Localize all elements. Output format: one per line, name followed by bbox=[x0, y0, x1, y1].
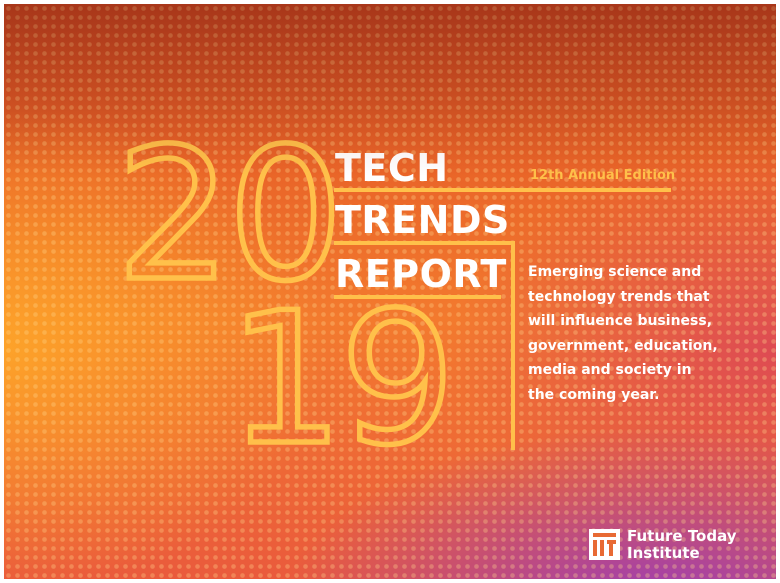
report-cover: 20 19 TECH TRENDS REPORT 12th Annual Edi… bbox=[4, 4, 776, 579]
report-description: Emerging science and technology trends t… bbox=[528, 264, 718, 403]
year-numerals: 20 19 bbox=[113, 106, 458, 488]
title-divider-top bbox=[334, 188, 671, 192]
logo-wordmark: Future Today Institute bbox=[627, 528, 757, 561]
title-report: REPORT bbox=[335, 252, 507, 296]
logo-line-2: Institute bbox=[627, 543, 700, 562]
edition-label: 12th Annual Edition bbox=[530, 168, 676, 183]
title-tech: TECH bbox=[335, 146, 449, 190]
title-divider-middle bbox=[334, 241, 514, 245]
title-divider-bottom bbox=[334, 295, 501, 299]
logo-line-1: Future Today bbox=[627, 527, 737, 545]
future-today-institute-icon bbox=[589, 529, 620, 560]
year-bottom-digits: 19 bbox=[228, 273, 452, 485]
title-trends: TRENDS bbox=[335, 198, 510, 242]
year-top-digits: 20 bbox=[116, 109, 340, 321]
title-divider-right bbox=[511, 241, 515, 450]
